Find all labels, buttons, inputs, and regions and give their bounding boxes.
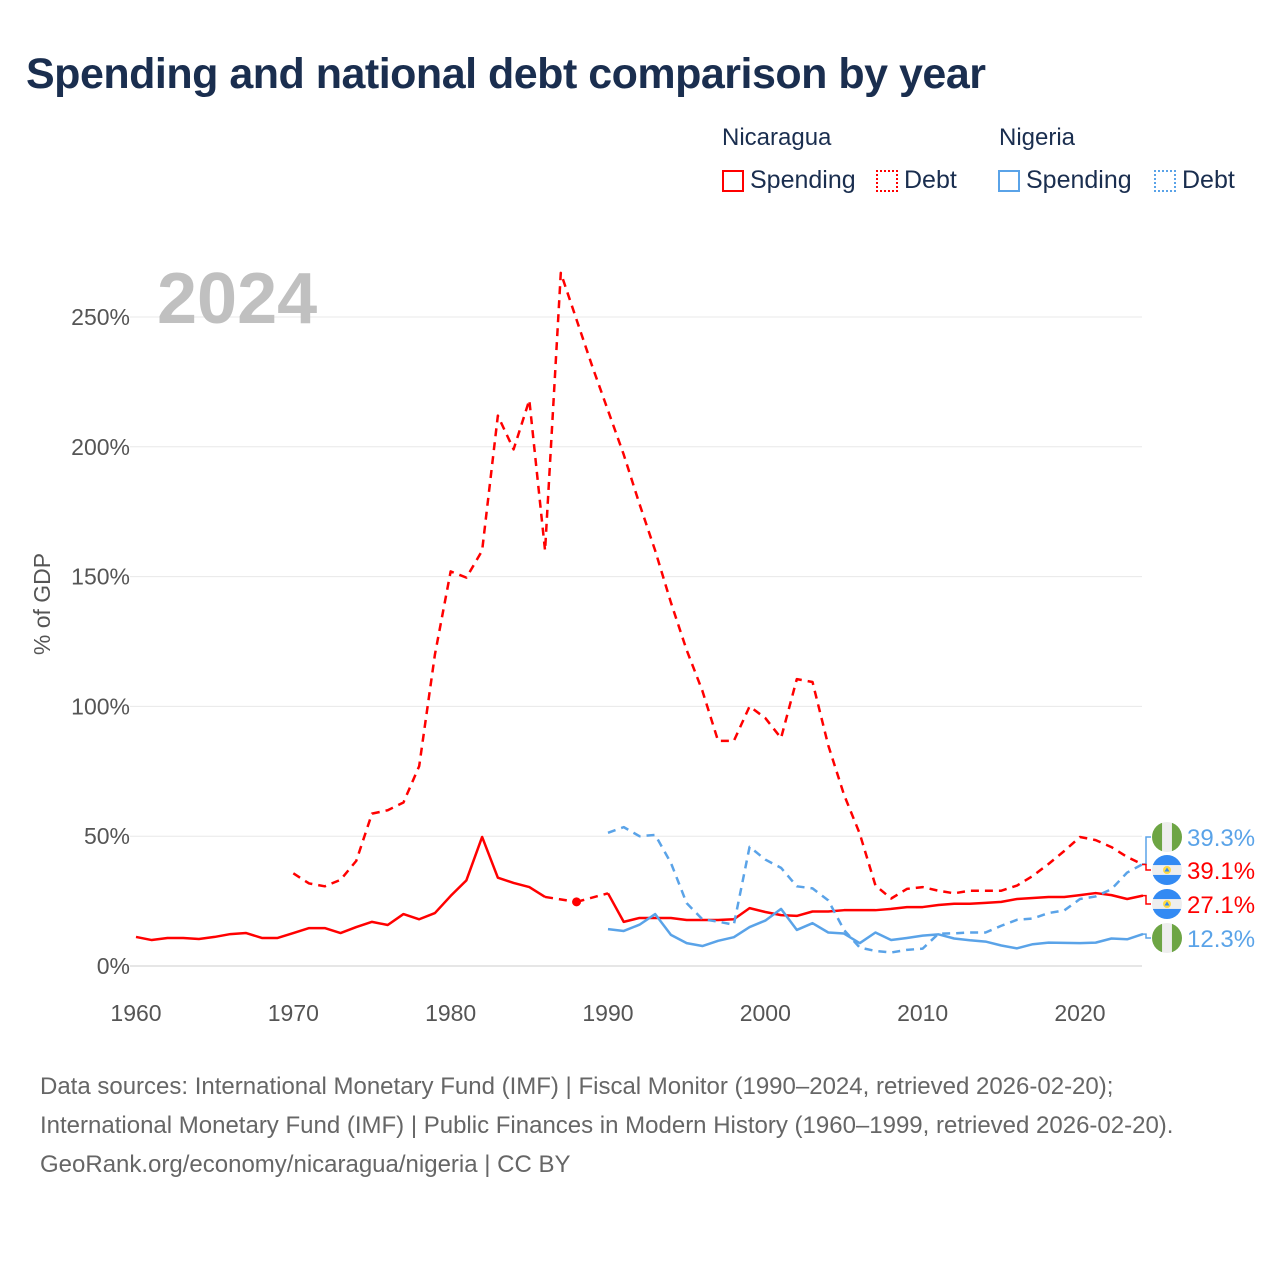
x-tick-label: 1980 bbox=[425, 1000, 476, 1026]
legend-label: Debt bbox=[904, 166, 957, 194]
legend-nicaragua-spending[interactable]: Spending bbox=[722, 166, 856, 195]
nicaragua-flag-icon bbox=[1152, 855, 1182, 885]
end-value-label: 39.1% bbox=[1187, 858, 1255, 885]
series-line bbox=[606, 891, 1144, 924]
legend-label: Spending bbox=[750, 166, 856, 194]
y-tick-label: 0% bbox=[97, 953, 130, 979]
end-value-label: 27.1% bbox=[1187, 892, 1255, 919]
legend-country-nigeria: Nigeria bbox=[999, 124, 1076, 151]
credit-link[interactable]: GeoRank.org/economy/nicaragua/nigeria | … bbox=[40, 1151, 571, 1178]
x-tick-label: 2000 bbox=[740, 1000, 791, 1026]
gap-bridge bbox=[576, 892, 609, 904]
legend-nigeria-spending[interactable]: Spending bbox=[998, 166, 1132, 195]
data-sources: Data sources: International Monetary Fun… bbox=[40, 1073, 1174, 1139]
legend-nicaragua-debt[interactable]: Debt bbox=[876, 166, 957, 195]
gap-bridge bbox=[544, 895, 577, 904]
solid-swatch-icon bbox=[722, 169, 744, 192]
end-value-label: 12.3% bbox=[1187, 926, 1255, 953]
series-line bbox=[607, 825, 1144, 954]
legend-country-nicaragua: Nicaragua bbox=[722, 124, 832, 151]
legend-label: Debt bbox=[1182, 166, 1235, 194]
footer: Data sources: International Monetary Fun… bbox=[40, 1067, 1240, 1184]
x-tick-label: 1970 bbox=[268, 1000, 319, 1026]
solid-swatch-icon bbox=[998, 169, 1020, 192]
x-tick-label: 2010 bbox=[897, 1000, 948, 1026]
dotted-swatch-icon bbox=[1154, 169, 1176, 192]
series-line bbox=[607, 907, 1144, 950]
label-connector bbox=[1142, 863, 1151, 871]
series-line bbox=[292, 271, 1144, 900]
legend-label: Spending bbox=[1026, 166, 1132, 194]
dotted-swatch-icon bbox=[876, 169, 898, 192]
y-tick-label: 200% bbox=[71, 434, 130, 460]
y-tick-label: 150% bbox=[71, 564, 130, 590]
nicaragua-flag-icon bbox=[1152, 889, 1182, 919]
legend-nigeria-debt[interactable]: Debt bbox=[1154, 166, 1235, 195]
y-tick-label: 50% bbox=[84, 823, 130, 849]
series-line bbox=[135, 835, 546, 942]
x-tick-label: 1960 bbox=[110, 1000, 161, 1026]
x-tick-label: 1990 bbox=[582, 1000, 633, 1026]
label-connector bbox=[1142, 894, 1151, 905]
y-tick-label: 100% bbox=[71, 693, 130, 719]
end-value-label: 39.3% bbox=[1187, 825, 1255, 852]
nigeria-flag-icon bbox=[1152, 822, 1182, 852]
year-watermark: 2024 bbox=[157, 259, 317, 339]
y-tick-label: 250% bbox=[71, 304, 130, 330]
label-connector bbox=[1142, 836, 1151, 865]
chart-title: Spending and national debt comparison by… bbox=[26, 50, 986, 98]
y-axis-label: % of GDP bbox=[29, 553, 55, 655]
x-tick-label: 2020 bbox=[1054, 1000, 1105, 1026]
label-connector bbox=[1142, 933, 1151, 939]
nigeria-flag-icon bbox=[1152, 923, 1182, 953]
